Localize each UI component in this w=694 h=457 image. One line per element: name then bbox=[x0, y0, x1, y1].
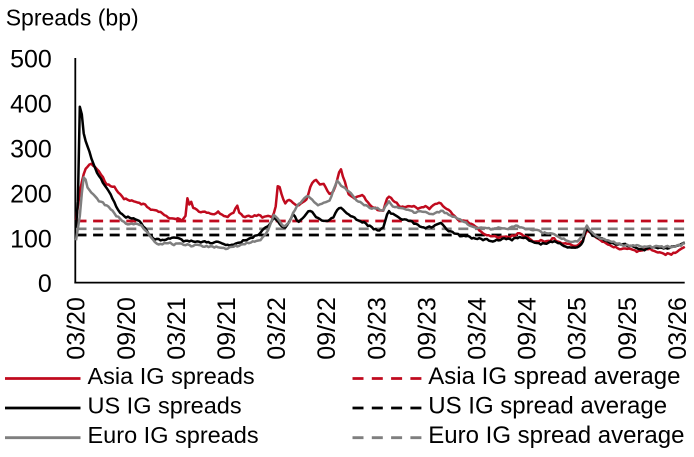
svg-text:03/25: 03/25 bbox=[564, 297, 592, 360]
svg-text:09/21: 09/21 bbox=[213, 297, 241, 360]
svg-text:09/24: 09/24 bbox=[514, 297, 542, 360]
svg-text:09/20: 09/20 bbox=[113, 297, 141, 360]
svg-text:Euro IG spreads: Euro IG spreads bbox=[88, 422, 259, 448]
svg-text:Spreads (bp): Spreads (bp) bbox=[6, 4, 139, 30]
svg-text:03/20: 03/20 bbox=[63, 297, 91, 360]
svg-text:09/22: 09/22 bbox=[313, 297, 341, 360]
svg-text:100: 100 bbox=[10, 225, 52, 253]
svg-text:03/21: 03/21 bbox=[163, 297, 191, 360]
svg-text:US IG spreads: US IG spreads bbox=[88, 393, 242, 419]
svg-text:Asia IG spread average: Asia IG spread average bbox=[428, 363, 680, 390]
svg-text:03/23: 03/23 bbox=[363, 297, 391, 360]
svg-text:400: 400 bbox=[10, 91, 52, 119]
svg-text:US IG spread average: US IG spread average bbox=[428, 393, 667, 420]
svg-text:03/22: 03/22 bbox=[263, 297, 291, 360]
svg-text:300: 300 bbox=[10, 136, 52, 164]
svg-text:500: 500 bbox=[10, 46, 52, 74]
svg-text:09/23: 09/23 bbox=[413, 297, 441, 360]
svg-text:03/24: 03/24 bbox=[464, 297, 492, 360]
svg-text:09/25: 09/25 bbox=[614, 297, 642, 360]
svg-text:0: 0 bbox=[38, 270, 52, 298]
svg-text:Euro IG spread average: Euro IG spread average bbox=[428, 422, 684, 449]
svg-text:03/26: 03/26 bbox=[664, 297, 692, 360]
svg-text:Asia IG spreads: Asia IG spreads bbox=[88, 363, 255, 389]
svg-text:200: 200 bbox=[10, 180, 52, 208]
